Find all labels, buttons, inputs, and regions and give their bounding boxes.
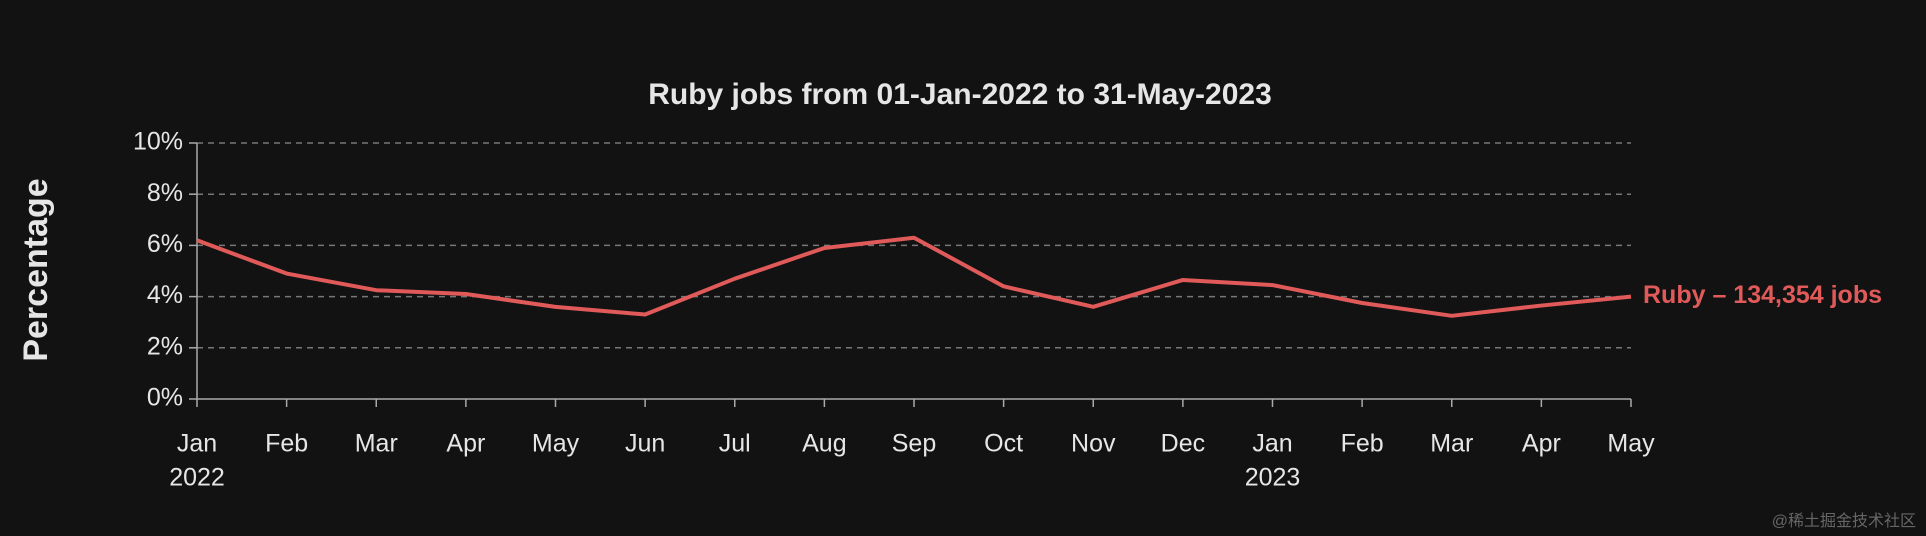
y-tick-label: 6%: [147, 230, 183, 258]
x-tick-label: Dec: [1161, 430, 1205, 458]
chart-title: Ruby jobs from 01-Jan-2022 to 31-May-202…: [648, 78, 1272, 111]
x-tick-label: Apr: [446, 430, 485, 458]
y-axis-label: Percentage: [17, 178, 55, 361]
x-tick-label: Mar: [1430, 430, 1473, 458]
y-tick-label: 8%: [147, 179, 183, 207]
watermark: @稀土掘金技术社区: [1772, 512, 1916, 530]
x-tick-label: May: [532, 430, 580, 458]
x-tick-label: Jul: [719, 430, 751, 458]
x-tick-label: Feb: [1341, 430, 1384, 458]
end-label: Ruby – 134,354 jobs: [1643, 281, 1882, 309]
x-tick-year: 2023: [1245, 464, 1301, 492]
y-tick-label: 4%: [147, 281, 183, 309]
x-tick-label: Mar: [355, 430, 398, 458]
x-tick-label: Jan: [177, 430, 217, 458]
x-tick-label: Oct: [984, 430, 1023, 458]
x-tick-label: Jun: [625, 430, 665, 458]
x-tick-label: Feb: [265, 430, 308, 458]
y-tick-label: 2%: [147, 332, 183, 360]
x-tick-label: May: [1607, 430, 1655, 458]
x-tick-label: Apr: [1522, 430, 1561, 458]
x-tick-label: Jan: [1252, 430, 1292, 458]
x-tick-year: 2022: [169, 464, 225, 492]
x-tick-label: Aug: [802, 430, 846, 458]
y-tick-label: 0%: [147, 384, 183, 412]
series-line: [196, 235, 1632, 318]
y-tick-label: 10%: [133, 128, 183, 156]
x-tick-label: Sep: [892, 430, 936, 458]
x-tick-label: Nov: [1071, 430, 1116, 458]
